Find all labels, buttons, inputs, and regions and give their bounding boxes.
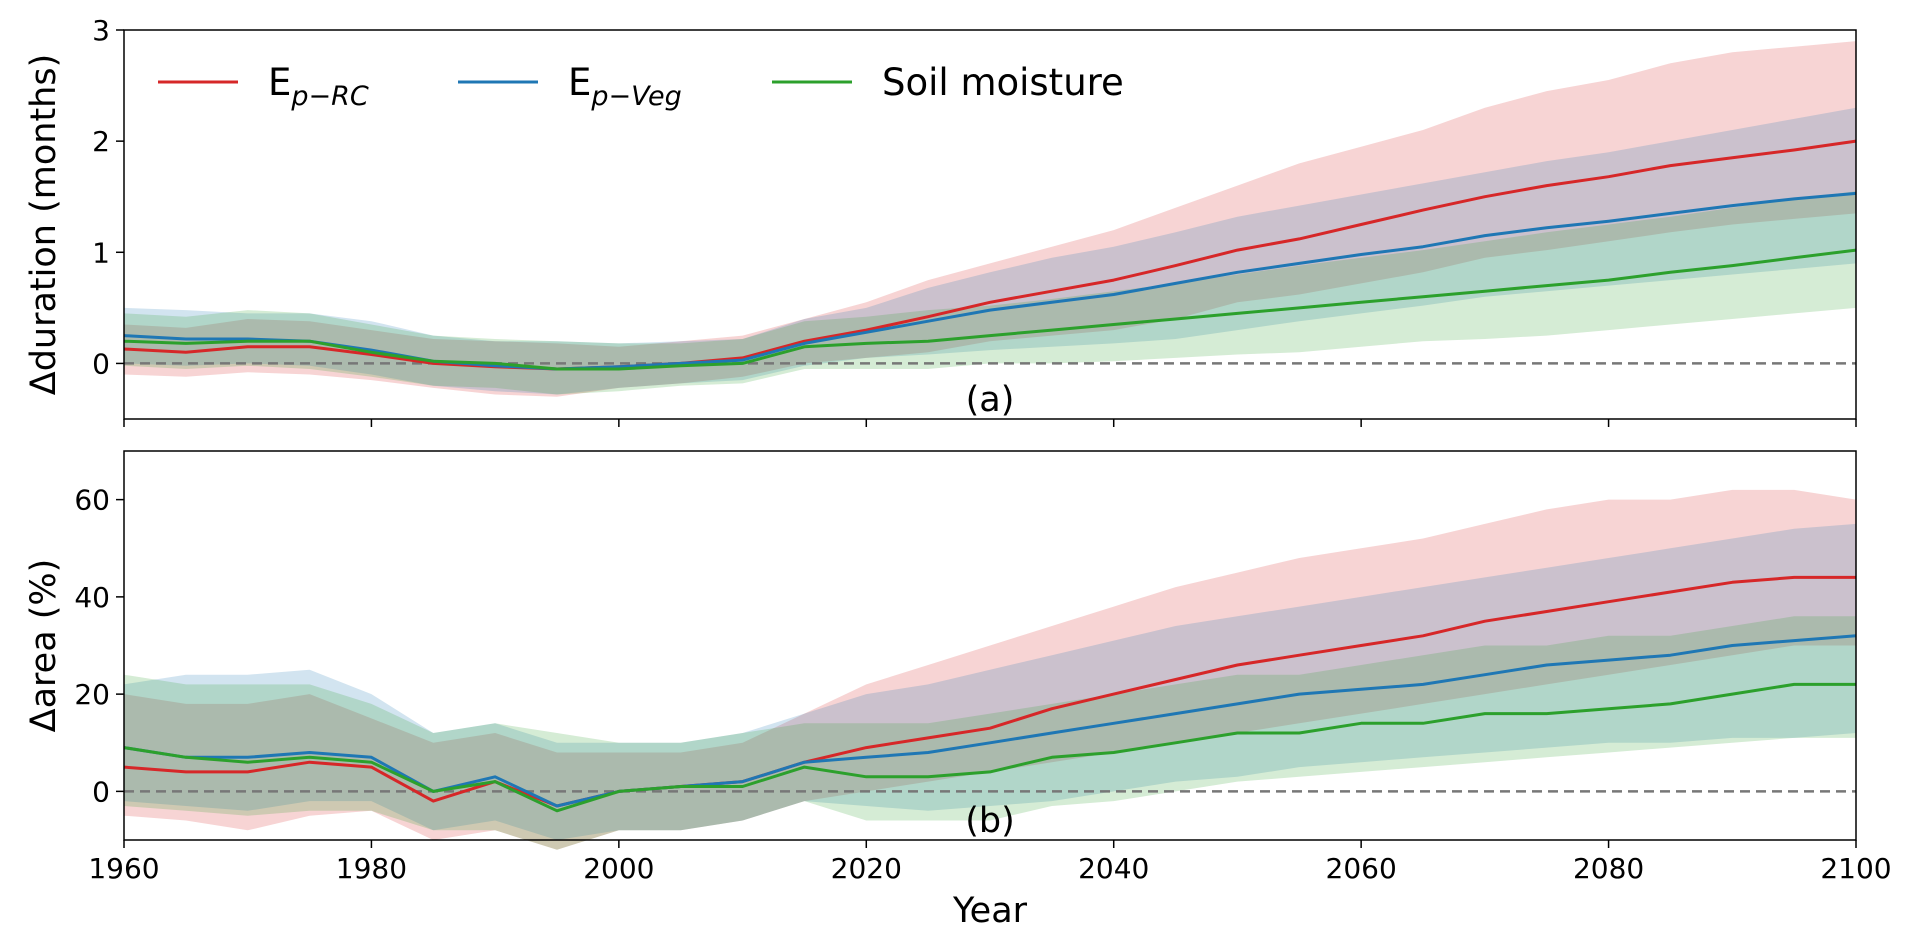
y-axis-label-a: Δduration (months) xyxy=(24,54,64,396)
band-a-ep-veg xyxy=(124,107,1856,395)
line-b-ep-rc xyxy=(123,575,1856,808)
x-tick-label: 1980 xyxy=(336,852,407,885)
band-a-ep-rc xyxy=(124,41,1856,397)
x-tick-label: 2060 xyxy=(1326,852,1397,885)
band-a-soil-moisture xyxy=(124,191,1856,395)
band-b-ep-veg xyxy=(124,523,1856,840)
y-tick-label-a: 3 xyxy=(92,14,110,47)
x-tick-label: 2040 xyxy=(1078,852,1149,885)
legend-subscript-0: p−RC xyxy=(290,81,369,112)
x-axis-label: Year xyxy=(952,891,1028,931)
y-tick-label-b: 0 xyxy=(92,775,110,808)
panel-label-b: (b) xyxy=(965,801,1015,841)
y-tick-label-a: 2 xyxy=(92,125,110,158)
x-tick-label: 2080 xyxy=(1573,852,1644,885)
y-tick-label-b: 60 xyxy=(74,484,110,517)
y-tick-label-b: 20 xyxy=(74,678,110,711)
y-axis-label-b: Δarea (%) xyxy=(24,559,64,733)
y-tick-label-a: 0 xyxy=(92,347,110,380)
legend-subscript-1: p−Veg xyxy=(590,81,681,112)
panel-a-duration: 0 1 2 3 Δduration (months) (a) xyxy=(24,14,1857,427)
panel-label-a: (a) xyxy=(966,380,1015,420)
line-b-soil-moisture xyxy=(123,682,1856,813)
x-axis: 1960 1980 2000 2020 2040 2060 2080 2100 xyxy=(88,852,1891,885)
y-tick-label-b: 40 xyxy=(74,581,110,614)
plot-area-b xyxy=(124,451,1856,840)
plot-frame-a xyxy=(123,29,1857,420)
panel-b-area: 0 20 40 60 Δarea (%) (b) xyxy=(24,450,1857,850)
line-a-soil-moisture xyxy=(123,248,1857,371)
plot-frame-b xyxy=(123,450,1857,841)
y-tick-label-a: 1 xyxy=(92,236,110,269)
legend-label-2: Soil moisture xyxy=(882,61,1124,104)
line-a-ep-rc xyxy=(123,139,1857,371)
band-b-ep-rc xyxy=(124,489,1856,850)
x-tick-label: 2000 xyxy=(583,852,654,885)
x-tick-label: 2020 xyxy=(831,852,902,885)
x-tick-label: 1960 xyxy=(88,852,159,885)
x-tick-label: 2100 xyxy=(1820,852,1891,885)
